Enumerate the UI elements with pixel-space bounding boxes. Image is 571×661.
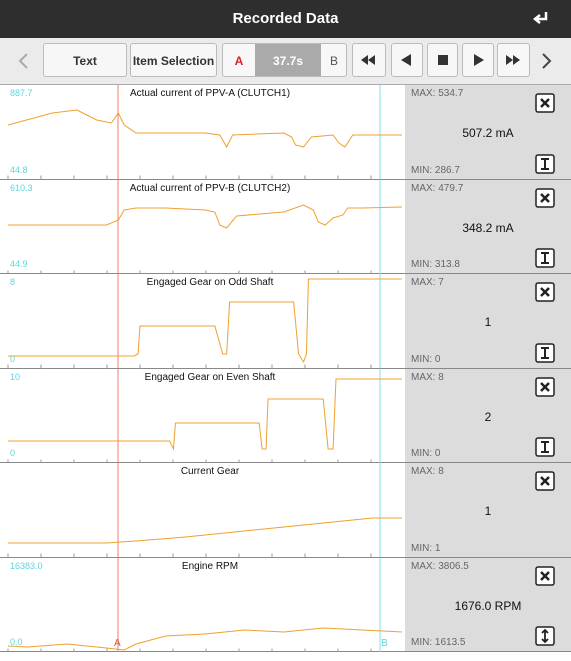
trace-plot bbox=[7, 179, 403, 274]
range-button[interactable] bbox=[535, 437, 555, 457]
info-side: MAX: 479.7 348.2 mA MIN: 313.8 bbox=[405, 179, 571, 273]
data-panel: 10 0 Engaged Gear on Even Shaft MAX: 8 2 MIN:… bbox=[0, 368, 571, 463]
max-label: MAX: 8 bbox=[411, 371, 444, 383]
close-button[interactable] bbox=[535, 93, 555, 113]
current-value: 2 bbox=[484, 409, 492, 424]
max-label: MAX: 479.7 bbox=[411, 182, 464, 194]
scale-min: 0 bbox=[10, 353, 16, 364]
min-label: MIN: 313.8 bbox=[411, 259, 460, 270]
min-label: MIN: 0 bbox=[411, 448, 441, 459]
info-side: MAX: 8 2 MIN: 0 bbox=[405, 368, 571, 462]
info-side: MAX: 3806.5 1676.0 RPM MIN: 1613.5 bbox=[405, 557, 571, 651]
next-page[interactable] bbox=[536, 51, 556, 71]
trace bbox=[8, 278, 402, 364]
range-button[interactable] bbox=[535, 153, 555, 174]
min-label: MIN: 1 bbox=[411, 542, 441, 554]
info-side: MAX: 7 1 MIN: 0 bbox=[405, 274, 571, 368]
panel-title: Engine RPM bbox=[181, 560, 239, 572]
max-label: MAX: 8 bbox=[411, 466, 444, 477]
panel-title: Engaged Gear on Odd Shaft bbox=[146, 277, 274, 288]
max-label: MAX: 3806.5 bbox=[411, 560, 469, 572]
data-panel: 16383.0 0.0 Engine RPM MAX: 3806.5 1676.0 RP… bbox=[0, 557, 571, 652]
info-side: MAX: 534.7 507.2 mA MIN: 286.7 bbox=[405, 85, 571, 179]
play[interactable] bbox=[462, 43, 494, 77]
trace bbox=[8, 203, 403, 229]
scale-max: 8 bbox=[10, 277, 16, 287]
panel-title: Current Gear bbox=[180, 466, 240, 477]
trace-plot bbox=[7, 557, 403, 652]
title: Recorded Data bbox=[232, 10, 339, 27]
scale-max: 10 bbox=[10, 371, 21, 382]
scale-min: 44.9 bbox=[10, 259, 28, 269]
marker-b: B bbox=[329, 54, 338, 68]
stop[interactable] bbox=[427, 43, 458, 77]
trace-plot bbox=[7, 274, 402, 369]
prev-page[interactable] bbox=[14, 51, 34, 71]
trace bbox=[7, 626, 403, 651]
data-panel: 8 0 Engaged Gear on Odd Shaft MAX: 7 1 MIN: 0 bbox=[0, 274, 571, 369]
scale-min: 0 bbox=[10, 448, 16, 458]
info-side: MAX: 8 1 MIN: 1 bbox=[405, 463, 571, 557]
scale-min: 44.8 bbox=[10, 164, 28, 175]
back-button[interactable] bbox=[530, 9, 552, 29]
data-panel: 610.3 44.9 Actual current of PPV-B (CLUTCH… bbox=[0, 179, 571, 274]
close-button[interactable] bbox=[535, 471, 555, 491]
trace-plot bbox=[7, 85, 402, 180]
scale-toggle-button[interactable] bbox=[535, 626, 555, 646]
title-bar: Recorded Data bbox=[0, 0, 571, 38]
panel-title: Engaged Gear on Even Shaft bbox=[144, 371, 276, 383]
current-value: 1676.0 RPM bbox=[454, 598, 522, 613]
current-value: 507.2 mA bbox=[462, 126, 514, 140]
close-button[interactable] bbox=[535, 282, 555, 302]
trace bbox=[8, 378, 402, 451]
scale-max: 887.7 bbox=[10, 88, 33, 98]
cursor-b-label: B bbox=[381, 638, 388, 649]
step-backward[interactable] bbox=[391, 43, 423, 77]
scale-min: 0.0 bbox=[10, 637, 23, 647]
current-value: 1 bbox=[484, 315, 492, 329]
marker-a: A bbox=[234, 54, 244, 68]
min-label: MIN: 1613.5 bbox=[411, 637, 466, 648]
scale-max: 610.3 bbox=[10, 182, 33, 193]
trace-plot bbox=[7, 368, 402, 463]
panel-title: Actual current of PPV-B (CLUTCH2) bbox=[129, 182, 291, 194]
trace-plot bbox=[7, 463, 402, 558]
max-label: MAX: 534.7 bbox=[411, 88, 464, 99]
range-button[interactable] bbox=[535, 248, 555, 268]
min-label: MIN: 286.7 bbox=[411, 164, 460, 176]
item-selection-button[interactable]: Item Selection bbox=[130, 43, 217, 77]
ab-selector[interactable]: A 37.7s B bbox=[222, 43, 347, 77]
toolbar: Text Item Selection A 37.7s B bbox=[0, 38, 571, 85]
panel-title: Actual current of PPV-A (CLUTCH1) bbox=[129, 88, 291, 99]
fast-forward[interactable] bbox=[497, 43, 530, 77]
current-value: 1 bbox=[484, 504, 492, 518]
max-label: MAX: 7 bbox=[411, 277, 444, 288]
current-value: 348.2 mA bbox=[462, 220, 514, 235]
data-panel: 887.7 44.8 Actual current of PPV-A (CLUTCH… bbox=[0, 85, 571, 180]
data-panel: Current Gear MAX: 8 1 MIN: 1 bbox=[0, 463, 571, 558]
range-button[interactable] bbox=[535, 342, 555, 363]
cursor-a-label: A bbox=[114, 638, 121, 649]
close-button[interactable] bbox=[535, 565, 555, 586]
min-label: MIN: 0 bbox=[411, 353, 441, 365]
close-button[interactable] bbox=[535, 376, 555, 397]
scale-max: 16383.0 bbox=[10, 560, 43, 571]
time: 37.7s bbox=[255, 44, 321, 76]
close-button[interactable] bbox=[535, 187, 555, 208]
trace bbox=[8, 517, 402, 544]
fast-backward[interactable] bbox=[352, 43, 386, 77]
trace bbox=[7, 109, 402, 149]
text-button[interactable]: Text bbox=[43, 43, 127, 77]
